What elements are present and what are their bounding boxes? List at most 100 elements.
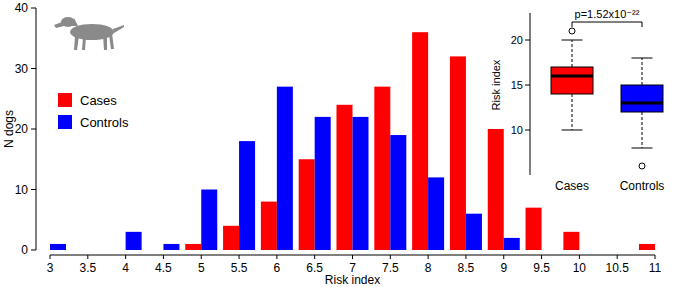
- bar: [428, 177, 444, 250]
- y-tick: [31, 250, 36, 251]
- inset-y-tick: [525, 130, 530, 131]
- inset-x-label: Controls: [620, 179, 665, 193]
- x-axis-label: Risk index: [325, 273, 380, 287]
- dog-legs: [74, 33, 114, 50]
- bar: [526, 208, 542, 250]
- bar: [315, 117, 331, 250]
- x-tick: [239, 255, 240, 259]
- x-tick: [352, 255, 353, 259]
- bar: [412, 32, 428, 250]
- bar: [201, 190, 217, 251]
- bar: [185, 244, 201, 250]
- inset-y-tick-label: 15: [511, 79, 523, 91]
- bar: [72, 250, 88, 251]
- bars: [50, 32, 655, 250]
- whisker-lower: [642, 112, 643, 148]
- x-tick-label: 8: [425, 261, 432, 275]
- bar: [504, 238, 520, 250]
- dog-snout: [54, 22, 64, 28]
- bar: [88, 250, 104, 251]
- x-tick-label: 5: [198, 261, 205, 275]
- x-tick: [276, 255, 277, 259]
- bar: [299, 159, 315, 250]
- x-tick-label: 10: [573, 261, 587, 275]
- inset-y-tick: [525, 40, 530, 41]
- inset-y-tick-label: 20: [511, 34, 523, 46]
- y-tick: [31, 8, 36, 9]
- bar: [450, 56, 466, 250]
- x-tick: [201, 255, 202, 259]
- bar: [579, 250, 595, 251]
- x-tick: [428, 255, 429, 259]
- bar: [563, 232, 579, 250]
- bar: [639, 244, 655, 250]
- bar: [542, 250, 558, 251]
- inset-y-tick-label: 10: [511, 124, 523, 136]
- bar: [163, 244, 179, 250]
- whisker-lower: [572, 94, 573, 130]
- bar: [261, 202, 277, 250]
- x-tick: [617, 255, 618, 259]
- median: [551, 75, 593, 78]
- bar: [353, 117, 369, 250]
- bar: [147, 250, 163, 251]
- bar: [466, 214, 482, 250]
- y-tick-label: 20: [15, 122, 29, 136]
- x-tick-label: 9.5: [533, 261, 550, 275]
- whisker-cap: [632, 58, 653, 59]
- whisker-cap: [632, 148, 653, 149]
- bar: [42, 250, 50, 251]
- x-tick: [503, 255, 504, 259]
- whisker-upper: [642, 58, 643, 85]
- bar: [617, 250, 633, 251]
- bar: [50, 244, 66, 250]
- x-tick-label: 11: [649, 261, 662, 275]
- x-tick: [87, 255, 88, 259]
- chart: 010203040N dogs33.544.555.566.577.588.59…: [0, 0, 682, 287]
- bar: [337, 105, 353, 250]
- inset-y-axis-label: Risk index: [490, 59, 502, 110]
- x-tick: [655, 255, 656, 259]
- y-axis-label: N dogs: [2, 110, 16, 148]
- inset-y-tick: [525, 85, 530, 86]
- x-tick: [125, 255, 126, 259]
- x-tick-label: 8.5: [458, 261, 475, 275]
- x-tick-label: 6.5: [306, 261, 323, 275]
- y-tick-label: 40: [15, 1, 29, 15]
- box: [621, 85, 663, 112]
- x-tick-label: 3.5: [79, 261, 96, 275]
- x-tick: [465, 255, 466, 259]
- bar: [601, 250, 617, 251]
- y-tick: [31, 189, 36, 190]
- bar: [390, 135, 406, 250]
- boxes: [551, 28, 663, 169]
- bar: [488, 129, 504, 250]
- y-tick-label: 0: [21, 243, 28, 257]
- dog-icon: [54, 17, 124, 50]
- bar: [655, 250, 671, 251]
- whisker-cap: [562, 130, 583, 131]
- inset-y-axis-line: [530, 13, 531, 175]
- outlier: [569, 28, 575, 34]
- x-tick: [163, 255, 164, 259]
- bar: [126, 232, 142, 250]
- p-bracket: [572, 22, 642, 27]
- y-tick-label: 10: [15, 183, 29, 197]
- median: [621, 102, 663, 105]
- x-tick-label: 4: [122, 261, 129, 275]
- x-tick-label: 3: [47, 261, 54, 275]
- bar: [277, 87, 293, 250]
- inset-x-label: Cases: [555, 179, 589, 193]
- legend-label: Controls: [80, 115, 129, 130]
- whisker-upper: [572, 40, 573, 67]
- legend: CasesControls: [58, 93, 129, 130]
- p-value: p=1.52x10⁻²²: [575, 8, 640, 20]
- x-tick-label: 6: [274, 261, 281, 275]
- y-tick: [31, 68, 36, 69]
- y-tick: [31, 129, 36, 130]
- bar: [110, 250, 126, 251]
- x-tick: [390, 255, 391, 259]
- y-tick-label: 30: [15, 62, 29, 76]
- x-tick: [50, 255, 51, 259]
- x-tick-label: 10.5: [606, 261, 630, 275]
